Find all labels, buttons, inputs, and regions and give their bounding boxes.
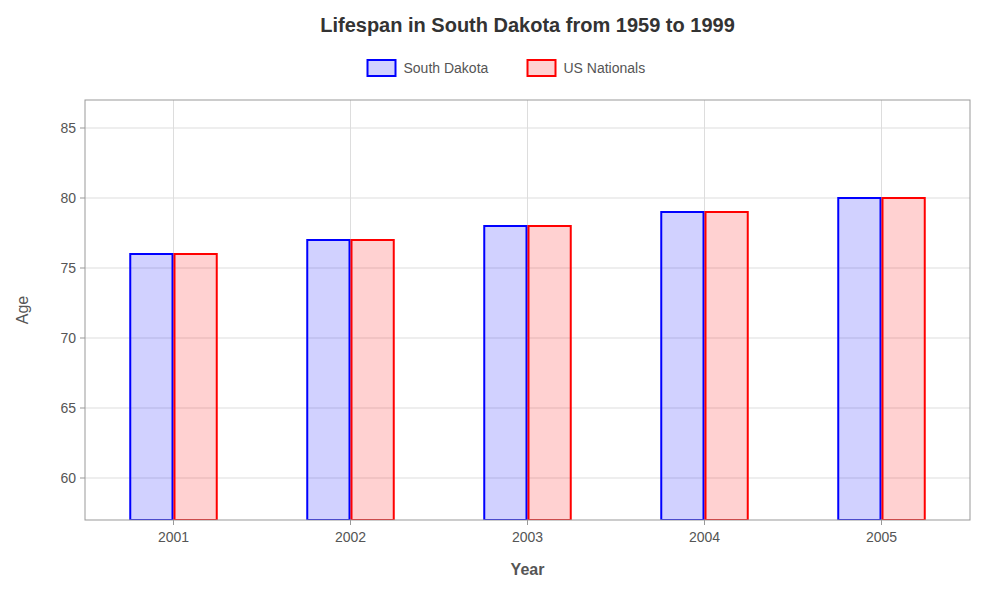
- grid: [85, 100, 970, 520]
- y-axis-label: Age: [14, 296, 31, 325]
- bar: [307, 240, 349, 520]
- x-tick: [704, 520, 705, 525]
- y-tick-label: 60: [60, 470, 76, 486]
- legend-label: US Nationals: [564, 60, 646, 76]
- y-tick: [80, 408, 85, 409]
- x-tick: [527, 520, 528, 525]
- legend: South Dakota US Nationals: [368, 60, 646, 76]
- y-tick-label: 80: [60, 190, 76, 206]
- x-tick-label: 2004: [689, 529, 720, 545]
- legend-swatch: [528, 60, 556, 76]
- legend-label: South Dakota: [404, 60, 489, 76]
- bar: [352, 240, 394, 520]
- y-tick: [80, 128, 85, 129]
- x-axis: 2001 2002 2003 2004 2005: [158, 520, 897, 545]
- y-tick: [80, 338, 85, 339]
- x-axis-label: Year: [511, 561, 545, 578]
- bar: [706, 212, 748, 520]
- y-tick: [80, 198, 85, 199]
- bar: [484, 226, 526, 520]
- y-tick-label: 70: [60, 330, 76, 346]
- background: [0, 0, 1000, 600]
- bar: [529, 226, 571, 520]
- chart-container: Lifespan in South Dakota from 1959 to 19…: [0, 0, 1000, 600]
- y-tick: [80, 478, 85, 479]
- x-tick: [350, 520, 351, 525]
- bar: [175, 254, 217, 520]
- bar: [838, 198, 880, 520]
- x-tick-label: 2003: [512, 529, 543, 545]
- y-axis: 60 65 70 75 80 85: [60, 120, 85, 486]
- bar: [883, 198, 925, 520]
- y-tick-label: 85: [60, 120, 76, 136]
- y-tick-label: 75: [60, 260, 76, 276]
- plot-frame: [85, 100, 970, 520]
- x-tick-label: 2001: [158, 529, 189, 545]
- x-tick: [173, 520, 174, 525]
- chart-title: Lifespan in South Dakota from 1959 to 19…: [320, 14, 735, 36]
- bar: [130, 254, 172, 520]
- y-tick: [80, 268, 85, 269]
- x-tick-label: 2005: [866, 529, 897, 545]
- x-tick-label: 2002: [335, 529, 366, 545]
- x-tick: [881, 520, 882, 525]
- y-tick-label: 65: [60, 400, 76, 416]
- chart-svg: Lifespan in South Dakota from 1959 to 19…: [0, 0, 1000, 600]
- legend-swatch: [368, 60, 396, 76]
- bar: [661, 212, 703, 520]
- bars: [130, 198, 925, 520]
